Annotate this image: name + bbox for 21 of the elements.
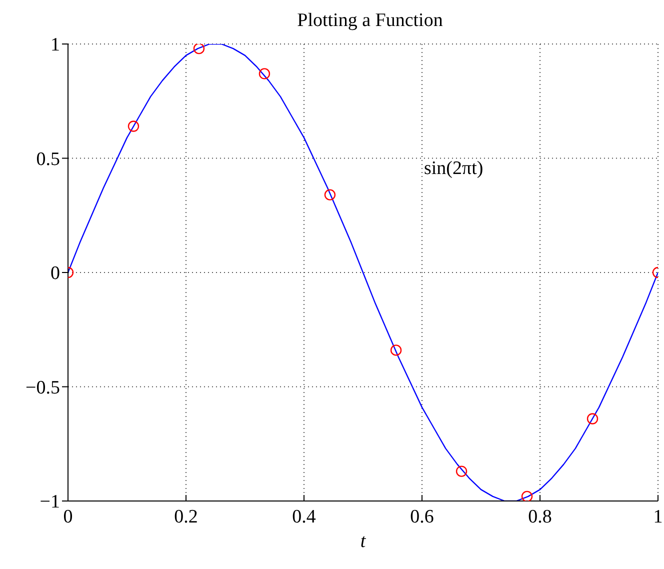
x-tick-label: 0.6 (410, 506, 434, 528)
point (390, 344, 402, 356)
point (586, 413, 598, 424)
x-tick-label: 0.2 (174, 506, 198, 528)
y-tick-label: −0.5 (26, 377, 60, 398)
chart-title: Plotting a Function (296, 10, 444, 32)
x-tick-label: 0.4 (292, 506, 316, 528)
y-tick-label: 0.5 (36, 148, 60, 170)
point (193, 44, 205, 54)
point (456, 466, 468, 477)
x-tick-label: 0.8 (528, 506, 552, 528)
x-axis-title: t (360, 531, 366, 552)
point (521, 490, 533, 501)
y-tick-label: 0 (50, 263, 60, 284)
y-tick-label: 1 (50, 34, 60, 56)
annotation: sin(2πt) (424, 158, 484, 180)
point (324, 189, 336, 200)
point (128, 120, 140, 132)
point (258, 68, 270, 80)
y-tick-label: −1 (40, 492, 60, 513)
x-tick-label: 1 (653, 506, 663, 528)
